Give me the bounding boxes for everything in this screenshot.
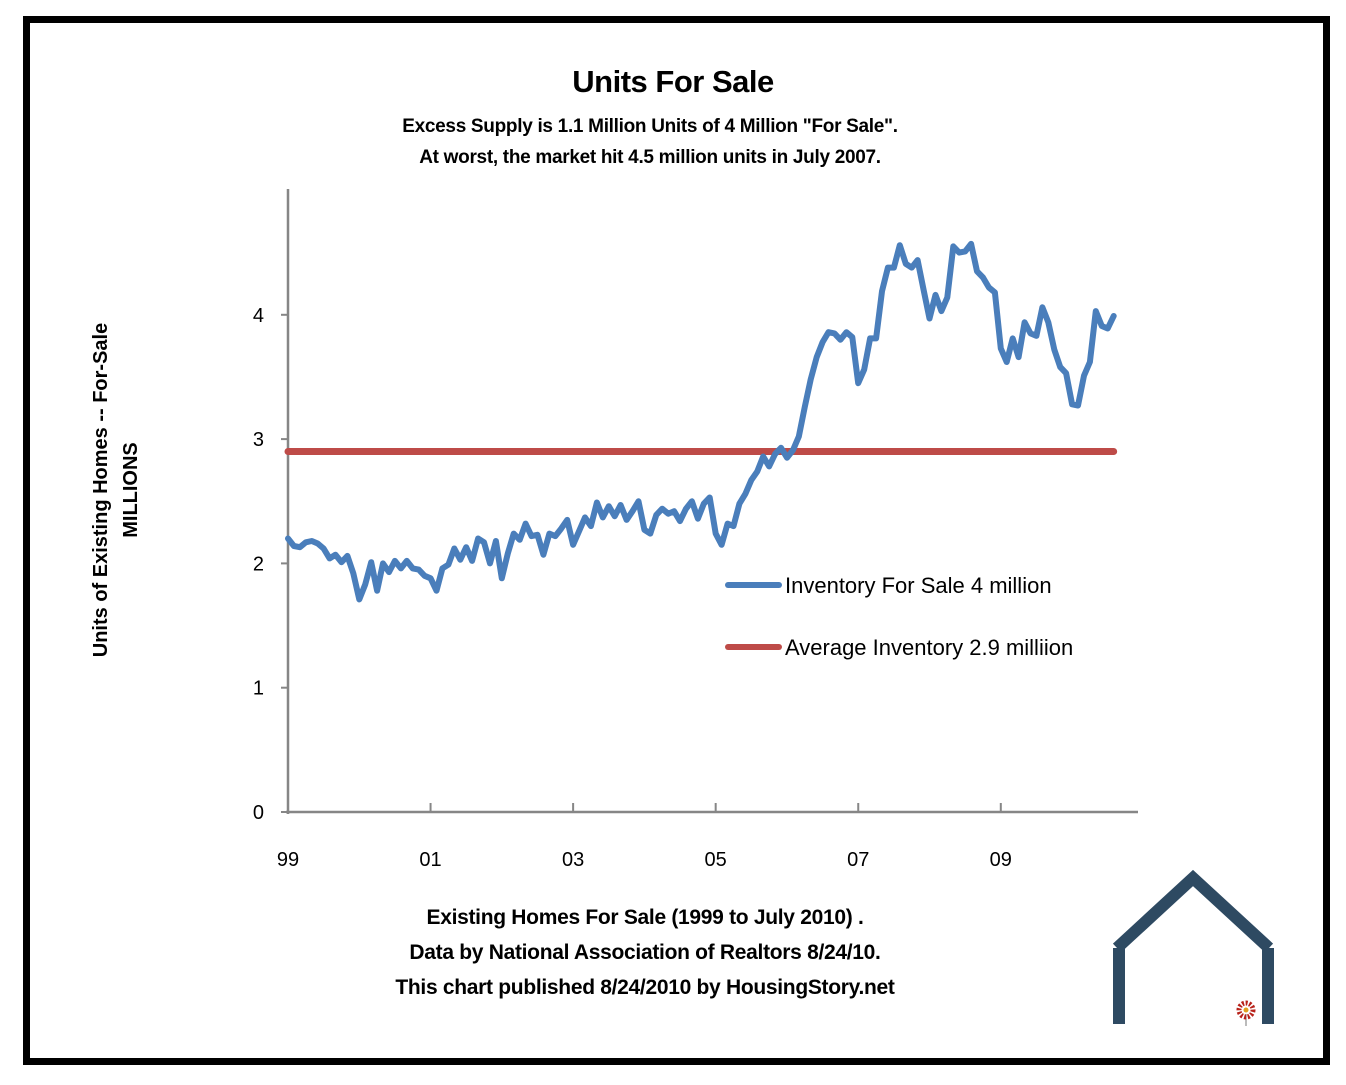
x-tick-label: 03 — [562, 849, 584, 871]
x-tick-label: 09 — [990, 849, 1012, 871]
y-tick-label: 4 — [253, 305, 264, 327]
y-tick-label: 3 — [253, 429, 264, 451]
y-tick-label: 2 — [253, 553, 264, 575]
footer-line-2: Data by National Association of Realtors… — [409, 941, 881, 964]
series-inventory-line — [285, 240, 1117, 603]
legend-label: Average Inventory 2.9 milliion — [785, 635, 1073, 660]
footer-line-1: Existing Homes For Sale (1999 to July 20… — [426, 906, 864, 929]
house-left-wall — [1113, 948, 1125, 1024]
x-tick-label: 01 — [419, 849, 441, 871]
legend-label: Inventory For Sale 4 million — [785, 573, 1052, 598]
legend[interactable]: Inventory For Sale 4 million Average Inve… — [725, 573, 1073, 660]
x-tick-label: 99 — [277, 849, 299, 871]
flower-icon — [1236, 1000, 1256, 1026]
chart-title: Units For Sale — [572, 64, 774, 99]
house-right-wall — [1262, 948, 1274, 1024]
chart-subtitle-line-1: Excess Supply is 1.1 Million Units of 4 … — [402, 116, 898, 137]
x-ticks: 99 01 03 05 07 09 — [277, 803, 1012, 871]
y-tick-label: 1 — [253, 678, 264, 700]
house-roof — [1112, 869, 1274, 953]
x-tick-label: 05 — [705, 849, 727, 871]
house-logo-icon — [1112, 869, 1274, 1026]
y-tick-label: 0 — [253, 802, 264, 824]
footer-line-3: This chart published 8/24/2010 by Housin… — [395, 976, 895, 999]
series-group — [284, 240, 1118, 603]
chart-subtitle-line-2: At worst, the market hit 4.5 million uni… — [419, 147, 881, 168]
y-ticks: 0 1 2 3 4 — [253, 305, 288, 824]
chart-frame — [23, 16, 1330, 1065]
x-tick-label: 07 — [847, 849, 869, 871]
